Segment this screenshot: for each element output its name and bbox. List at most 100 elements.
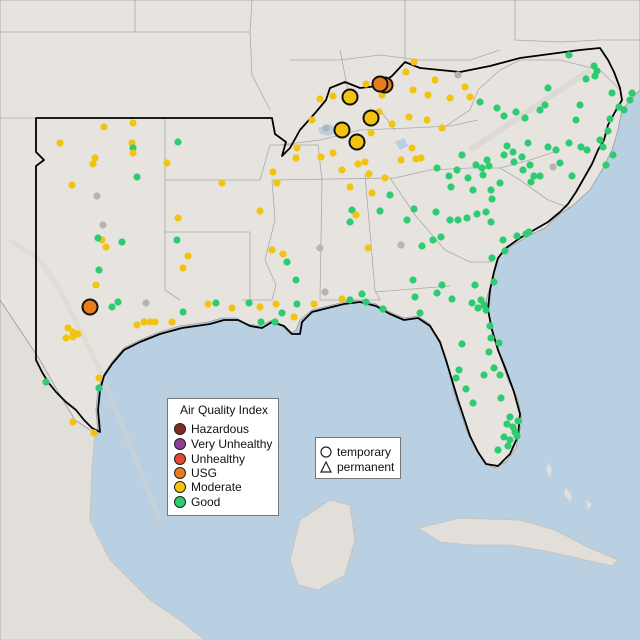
site-marker[interactable] xyxy=(278,309,286,317)
site-marker[interactable] xyxy=(478,164,486,172)
site-marker[interactable] xyxy=(536,172,544,180)
site-marker[interactable] xyxy=(100,123,108,131)
site-marker[interactable] xyxy=(338,166,346,174)
site-marker[interactable] xyxy=(572,116,580,124)
site-marker[interactable] xyxy=(526,161,534,169)
site-marker[interactable] xyxy=(609,151,617,159)
site-marker[interactable] xyxy=(92,281,100,289)
site-marker[interactable] xyxy=(536,106,544,114)
site-marker[interactable] xyxy=(346,183,354,191)
site-marker[interactable] xyxy=(501,247,509,255)
site-marker[interactable] xyxy=(69,333,77,341)
site-marker[interactable] xyxy=(448,295,456,303)
site-marker[interactable] xyxy=(626,96,634,104)
site-marker[interactable] xyxy=(482,306,490,314)
site-marker[interactable] xyxy=(494,446,502,454)
site-marker[interactable] xyxy=(541,101,549,109)
site-marker[interactable] xyxy=(273,179,281,187)
site-marker[interactable] xyxy=(397,156,405,164)
site-marker[interactable] xyxy=(431,76,439,84)
site-marker[interactable] xyxy=(473,210,481,218)
site-marker[interactable] xyxy=(472,161,480,169)
site-marker[interactable] xyxy=(368,189,376,197)
site-marker[interactable] xyxy=(500,151,508,159)
site-marker[interactable] xyxy=(358,290,366,298)
site-marker[interactable] xyxy=(102,243,110,251)
site-marker[interactable] xyxy=(453,166,461,174)
site-marker[interactable] xyxy=(490,364,498,372)
site-marker[interactable] xyxy=(256,303,264,311)
site-marker[interactable] xyxy=(93,192,101,200)
site-marker[interactable] xyxy=(140,318,148,326)
site-marker[interactable] xyxy=(293,144,301,152)
site-marker[interactable] xyxy=(376,207,384,215)
site-marker[interactable] xyxy=(69,418,77,426)
site-marker[interactable] xyxy=(129,144,137,152)
site-marker[interactable] xyxy=(316,95,324,103)
site-marker[interactable] xyxy=(452,374,460,382)
site-marker[interactable] xyxy=(424,91,432,99)
site-marker[interactable] xyxy=(146,318,154,326)
site-marker[interactable] xyxy=(418,242,426,250)
site-marker[interactable] xyxy=(479,171,487,179)
site-marker[interactable] xyxy=(118,238,126,246)
site-marker[interactable] xyxy=(95,266,103,274)
site-marker[interactable] xyxy=(388,120,396,128)
site-marker[interactable] xyxy=(409,86,417,94)
site-marker[interactable] xyxy=(42,378,50,386)
site-marker[interactable] xyxy=(599,143,607,151)
site-marker[interactable] xyxy=(568,172,576,180)
site-marker[interactable] xyxy=(497,394,505,402)
site-marker[interactable] xyxy=(173,236,181,244)
site-marker[interactable] xyxy=(95,384,103,392)
site-marker[interactable] xyxy=(496,371,504,379)
site-marker[interactable] xyxy=(506,413,514,421)
site-marker[interactable] xyxy=(458,340,466,348)
site-marker[interactable] xyxy=(437,233,445,241)
site-marker[interactable] xyxy=(329,92,337,100)
site-marker[interactable] xyxy=(482,208,490,216)
site-marker[interactable] xyxy=(212,299,220,307)
site-marker[interactable] xyxy=(114,298,122,306)
site-marker[interactable] xyxy=(485,162,493,170)
site-marker[interactable] xyxy=(438,124,446,132)
site-marker[interactable] xyxy=(269,168,277,176)
site-marker[interactable] xyxy=(397,241,405,249)
site-marker[interactable] xyxy=(151,318,159,326)
site-marker-elevated[interactable] xyxy=(371,75,389,93)
site-marker[interactable] xyxy=(525,228,533,236)
site-marker[interactable] xyxy=(310,300,318,308)
site-marker[interactable] xyxy=(204,300,212,308)
site-marker[interactable] xyxy=(89,160,97,168)
site-marker[interactable] xyxy=(476,98,484,106)
site-marker[interactable] xyxy=(512,108,520,116)
site-marker[interactable] xyxy=(511,428,519,436)
site-marker[interactable] xyxy=(352,211,360,219)
site-marker[interactable] xyxy=(317,153,325,161)
site-marker[interactable] xyxy=(321,288,329,296)
site-marker[interactable] xyxy=(228,304,236,312)
site-marker[interactable] xyxy=(432,208,440,216)
site-marker[interactable] xyxy=(469,399,477,407)
aqi-site-markers[interactable] xyxy=(42,51,636,454)
site-marker[interactable] xyxy=(530,172,538,180)
site-marker[interactable] xyxy=(283,258,291,266)
site-marker[interactable] xyxy=(279,250,287,258)
site-marker[interactable] xyxy=(503,420,511,428)
site-marker[interactable] xyxy=(519,166,527,174)
site-marker[interactable] xyxy=(308,116,316,124)
site-marker[interactable] xyxy=(544,84,552,92)
site-marker[interactable] xyxy=(408,144,416,152)
site-marker[interactable] xyxy=(466,93,474,101)
site-marker[interactable] xyxy=(292,154,300,162)
site-marker[interactable] xyxy=(129,149,137,157)
site-marker[interactable] xyxy=(163,159,171,167)
site-marker[interactable] xyxy=(403,216,411,224)
site-marker[interactable] xyxy=(458,151,466,159)
site-marker[interactable] xyxy=(365,170,373,178)
site-marker[interactable] xyxy=(480,371,488,379)
site-marker[interactable] xyxy=(410,58,418,66)
site-marker[interactable] xyxy=(454,71,462,79)
site-marker[interactable] xyxy=(488,195,496,203)
